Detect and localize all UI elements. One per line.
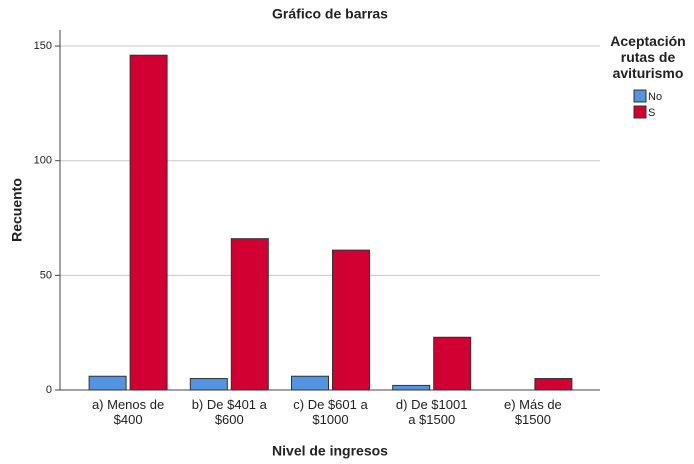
y-tick-label: 100 <box>34 155 52 167</box>
y-tick-label: 150 <box>34 40 52 52</box>
bar <box>392 384 431 391</box>
bar <box>332 249 370 391</box>
y-tick-label: 0 <box>46 384 52 396</box>
x-axis-label: Nivel de ingresos <box>272 443 388 459</box>
chart-title: Gráfico de barras <box>272 6 388 22</box>
legend-swatch <box>633 105 647 119</box>
bar <box>230 238 269 391</box>
bar <box>534 378 573 391</box>
bar <box>189 378 228 391</box>
x-tick-label: e) Más de $1500 <box>504 397 562 427</box>
bar <box>433 336 472 391</box>
x-tick-label: c) De $601 a $1000 <box>293 397 368 427</box>
bar <box>129 54 168 391</box>
x-tick-label: b) De $401 a $600 <box>192 397 268 427</box>
legend-label: S <box>648 107 655 119</box>
legend-title: Aceptación rutas de aviturismo <box>610 33 685 81</box>
legend-label: No <box>648 91 662 103</box>
x-tick-label: d) De $1001 a $1500 <box>396 397 468 427</box>
y-axis-label: Recuento <box>9 178 25 242</box>
bar <box>88 375 127 391</box>
x-tick-label: a) Menos de $400 <box>92 397 164 427</box>
bar <box>291 375 329 391</box>
legend-swatch <box>633 89 647 103</box>
y-tick-label: 50 <box>40 269 52 281</box>
